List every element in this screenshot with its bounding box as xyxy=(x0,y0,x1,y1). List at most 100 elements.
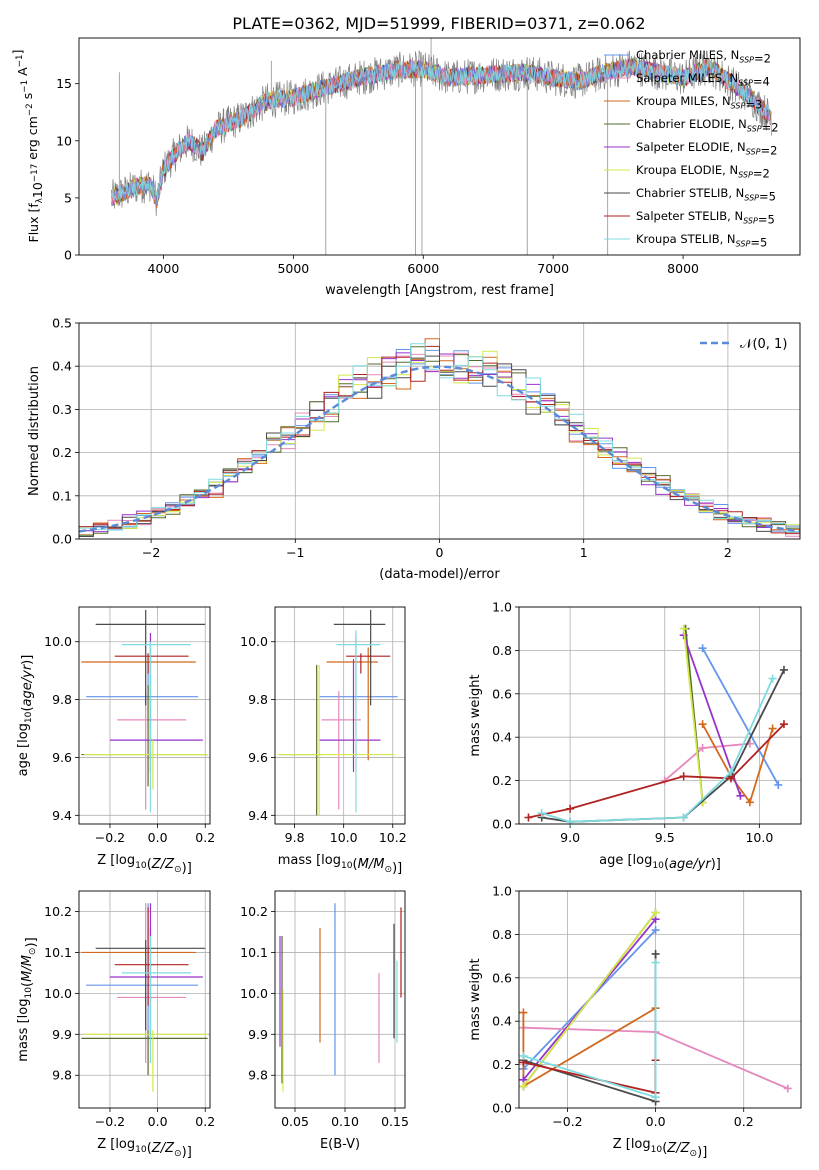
tick-label-y: 9.6 xyxy=(248,750,268,765)
tick-label-y: 0.6 xyxy=(492,686,512,701)
label-part: ( xyxy=(353,857,358,872)
tick-label-y: 0.4 xyxy=(52,359,72,374)
tick-label-y: 9.4 xyxy=(52,808,72,823)
weight-marker xyxy=(519,1051,528,1060)
label-part: Chabrier ELODIE, N xyxy=(636,117,747,131)
tick-label-x: 0 xyxy=(436,545,444,560)
figure-title: PLATE=0362, MJD=51999, FIBERID=0371, z=0… xyxy=(232,14,645,33)
tick-label-x: 9.8 xyxy=(285,830,305,845)
tick-label-y: 0 xyxy=(64,248,72,263)
tick-label-x: 0.2 xyxy=(195,1114,215,1129)
chart-ebv-mass: 0.05 0.10 0.15 9.8 9.9 10.0 10.1 10.2 E(B-V) xyxy=(240,890,409,1152)
label-part: =2 xyxy=(762,120,779,134)
label-part: A xyxy=(15,67,30,80)
label-part: ⊙ xyxy=(690,1149,698,1159)
label-part: Z/Z xyxy=(151,1141,175,1156)
label-part: mass [log xyxy=(16,999,31,1062)
label-part: 10 xyxy=(30,182,45,198)
tick-label-x: 10.0 xyxy=(330,830,358,845)
label-part: =4 xyxy=(753,74,770,88)
label-part: SSP xyxy=(738,170,753,179)
tick-label-x: 8000 xyxy=(667,261,699,276)
tick-label-x: 0.0 xyxy=(646,1114,666,1129)
label-part: SSP xyxy=(746,147,761,156)
label-part: erg cm xyxy=(25,116,40,164)
tick-label-y: 10.2 xyxy=(44,904,72,919)
tick-label-y: 0.2 xyxy=(492,773,512,788)
label-part: age [log xyxy=(16,723,31,776)
tick-label-x: 0.0 xyxy=(148,1114,168,1129)
label-part: s xyxy=(20,93,35,104)
x-axis-label: E(B-V) xyxy=(320,1137,360,1152)
label-part: λ xyxy=(35,198,45,203)
label-part: =2 xyxy=(754,51,771,65)
weight-marker xyxy=(726,767,735,776)
legend-entry: Chabrier ELODIE, NSSP=2 xyxy=(636,117,779,134)
weight-marker xyxy=(774,780,783,789)
label-part: ( xyxy=(147,857,152,872)
tick-label-x: 0.2 xyxy=(734,1114,754,1129)
label-part: Salpeter MILES, N xyxy=(636,71,738,85)
tick-label-y: 10.0 xyxy=(240,634,268,649)
label-part: =5 xyxy=(759,189,776,203)
label-part: mass [log xyxy=(278,853,341,868)
weight-marker xyxy=(679,772,688,781)
label-part: =2 xyxy=(760,143,777,157)
weight-marker xyxy=(779,665,788,674)
weight-line xyxy=(682,628,704,803)
weight-marker xyxy=(736,791,745,800)
label-part: )] xyxy=(24,937,39,947)
histogram-kroupa-stelib xyxy=(79,343,800,538)
label-part: SSP xyxy=(747,124,762,133)
label-part: ( xyxy=(664,857,669,872)
tick-label-x: 0.0 xyxy=(148,830,168,845)
label-part: −17 xyxy=(30,164,40,182)
label-part: 10 xyxy=(135,1145,147,1155)
label-part: )] xyxy=(697,1145,707,1160)
axes-frame xyxy=(518,890,802,1109)
legend-entry: Salpeter ELODIE, NSSP=2 xyxy=(636,140,777,157)
tick-label-x: 2 xyxy=(724,545,732,560)
label-part: age/yr xyxy=(20,663,35,706)
gaussian-curve xyxy=(78,365,801,533)
chart-z-mass: −0.2 0.0 0.29.89.910.010.110.2Z [log10(Z/Z… xyxy=(16,890,215,1160)
weight-line xyxy=(541,678,774,823)
tick-label-y: 0.4 xyxy=(492,730,512,745)
axes-frame xyxy=(78,890,211,1109)
tick-label-x: 0.05 xyxy=(281,1114,309,1129)
label-part: Chabrier STELIB, N xyxy=(636,186,744,200)
label-part: −1 xyxy=(20,80,30,93)
label-part: ⊙ xyxy=(384,865,392,875)
weight-marker xyxy=(519,1082,528,1091)
axes-frame xyxy=(274,606,406,825)
tick-label-x: −0.2 xyxy=(95,830,125,845)
tick-label-y: 10.0 xyxy=(44,634,72,649)
legend-entry: Kroupa MILES, NSSP=3 xyxy=(636,94,762,111)
weight-marker xyxy=(768,724,777,733)
label-part: SSP xyxy=(738,78,753,87)
label-part: Z [log xyxy=(97,853,135,868)
legend-entry: Chabrier STELIB, NSSP=5 xyxy=(636,186,776,203)
weight-marker xyxy=(524,813,533,822)
tick-label-y: 10.2 xyxy=(240,904,268,919)
tick-label-y: 10.1 xyxy=(44,945,72,960)
tick-label-y: 10.0 xyxy=(44,986,72,1001)
label-part: 10 xyxy=(652,861,664,871)
label-part: 10 xyxy=(651,1145,663,1155)
tick-label-x: 9.0 xyxy=(560,830,580,845)
label-part: SSP xyxy=(736,239,751,248)
tick-label-y: 0.1 xyxy=(52,488,72,503)
y-axis-label: Flux [fλ10−17 erg cm−2 s−1 A−1] xyxy=(10,50,45,243)
label-part: Z/Z xyxy=(151,857,175,872)
weight-marker xyxy=(651,1093,660,1102)
x-axis-label: (data-model)/error xyxy=(379,567,500,582)
tick-label-x: −0.2 xyxy=(552,1114,582,1129)
label-part: =5 xyxy=(758,212,775,226)
tick-label-x: 6000 xyxy=(407,261,439,276)
tick-label-x: −2 xyxy=(142,545,160,560)
tick-label-y: 0.4 xyxy=(492,1014,512,1029)
label-part: =3 xyxy=(745,97,762,111)
label-part: )] xyxy=(392,861,402,876)
tick-label-y: 1.0 xyxy=(492,884,512,899)
tick-label-y: 9.8 xyxy=(248,1068,268,1083)
